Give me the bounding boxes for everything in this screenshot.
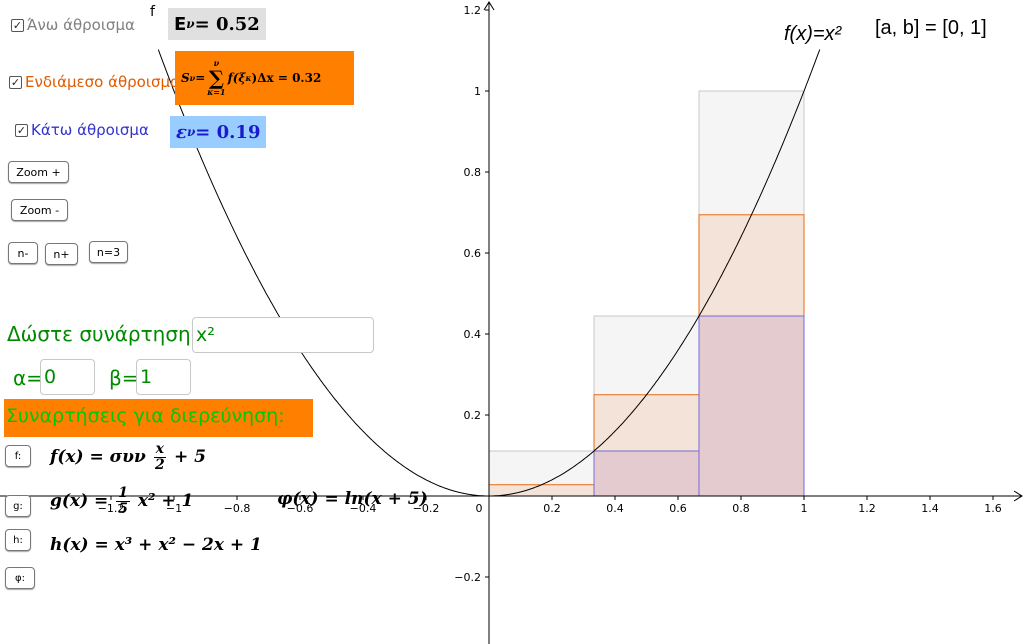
n-minus-button[interactable]: n-: [8, 242, 38, 264]
upper-sum-equals: = 0.52: [194, 13, 260, 35]
h-function-button[interactable]: h:: [5, 529, 31, 551]
curve-equation-label: f(x)=x²: [784, 23, 843, 45]
x-axis-ticks: −1.2 −1 −0.8 −0.6 −0.4 −0.2 0 0.2 0.4 0.6 0.8 1 1.2 1…: [98, 496, 1002, 515]
x-tick-label: −1: [166, 502, 182, 515]
middle-sum-equals: =: [195, 71, 206, 85]
g-formula-rhs: x² + 1: [137, 491, 194, 511]
y-axis-ticks: 1.2 1 0.8 0.6 0.4 0.2 −0.2: [454, 4, 489, 584]
g-fraction-numerator: 1: [116, 485, 130, 502]
sigma-upper-limit: ν: [213, 58, 220, 68]
y-tick-label: 0.8: [464, 166, 482, 179]
middle-sum-rect-2: [593, 394, 700, 497]
f-function-button[interactable]: f:: [5, 445, 31, 467]
x-tick-label: −0.6: [287, 502, 314, 515]
lower-sum-rect-3: [698, 315, 805, 497]
x-tick-label: 1.6: [984, 502, 1002, 515]
lower-sum-checkbox[interactable]: ✓ Κάτω άθροισμα: [15, 121, 149, 139]
function-curve[interactable]: [157, 49, 821, 497]
lower-sum-symbol: ε: [176, 121, 187, 143]
sigma-block: ν ∑ κ=1: [207, 59, 225, 97]
curve-name-label: f: [150, 4, 156, 20]
alpha-input[interactable]: 0: [40, 359, 95, 395]
x-tick-label: 1: [801, 502, 808, 515]
x-tick-label: −0.2: [413, 502, 440, 515]
x-tick-label: 0.6: [669, 502, 687, 515]
y-axis-arrow-icon: [483, 1, 495, 11]
n-plus-button[interactable]: n+: [45, 243, 78, 265]
upper-sum-rectangles: [488, 90, 805, 497]
f-formula-rhs: + 5: [173, 447, 206, 467]
checkbox-check-icon[interactable]: ✓: [15, 123, 28, 137]
upper-sum-rect-3: [698, 90, 805, 497]
interval-label: [a, b] = [0, 1]: [875, 17, 987, 39]
middle-sum-body: f(ξ: [227, 71, 246, 85]
lower-sum-label: Κάτω άθροισμα: [31, 121, 149, 139]
middle-sum-symbol: S: [181, 71, 190, 85]
upper-sum-rect-2: [593, 315, 700, 497]
upper-sum-checkbox[interactable]: ✓ Άνω άθροισμα: [11, 16, 135, 34]
lower-sum-equals: = 0.19: [195, 121, 261, 143]
lower-sum-rectangles: [593, 315, 805, 497]
middle-sum-rect-1: [488, 484, 595, 497]
beta-label: β=: [109, 366, 139, 390]
lower-sum-rect-2: [593, 450, 700, 497]
x-tick-label: 0.4: [606, 502, 624, 515]
y-tick-label: −0.2: [454, 571, 481, 584]
upper-sum-label: Άνω άθροισμα: [27, 16, 135, 34]
upper-sum-subscript: ν: [186, 17, 195, 31]
y-tick-label: 0.4: [464, 328, 482, 341]
phi-function-formula: φ(x) = ln(x + 5): [277, 489, 428, 509]
middle-sum-body-subscript: κ: [245, 73, 252, 83]
zoom-out-button[interactable]: Zoom -: [11, 199, 68, 221]
x-tick-label: 0.2: [543, 502, 561, 515]
x-tick-label: 0: [476, 502, 483, 515]
g-fraction-denominator: 5: [118, 501, 128, 517]
upper-sum-rect-1: [488, 450, 595, 497]
h-function-formula: h(x) = x³ + x² − 2x + 1: [50, 535, 262, 555]
x-axis-arrow-icon: [1013, 490, 1023, 502]
checkbox-check-icon[interactable]: ✓: [11, 18, 24, 32]
g-formula-lhs: g(x) =: [50, 491, 115, 511]
middle-sum-checkbox[interactable]: ✓ Ενδιάμεσο άθροισμα: [9, 73, 180, 91]
y-tick-label: 1: [474, 85, 481, 98]
functions-header: Συναρτήσεις για διερεύνηση:: [4, 399, 313, 437]
f-formula-lhs: f(x) = συν: [50, 447, 146, 467]
x-tick-label: 0.8: [732, 502, 750, 515]
y-tick-label: 1.2: [464, 4, 482, 17]
g-function-button[interactable]: g:: [5, 495, 31, 517]
middle-sum-subscript: ν: [189, 73, 196, 83]
sigma-lower-limit: κ=1: [207, 87, 226, 97]
x-tick-label: 1.2: [858, 502, 876, 515]
phi-function-button[interactable]: φ:: [5, 567, 35, 589]
n-3-button[interactable]: n=3: [89, 241, 128, 263]
sigma-icon: ∑: [208, 66, 224, 90]
x-tick-label: 1.4: [921, 502, 939, 515]
middle-sum-result: )Δx = 0.32: [251, 71, 322, 85]
zoom-in-button[interactable]: Zoom +: [8, 161, 69, 183]
y-tick-label: 0.2: [464, 409, 482, 422]
x-tick-label: −0.8: [224, 502, 251, 515]
checkbox-check-icon[interactable]: ✓: [9, 75, 22, 89]
middle-sum-label: Ενδιάμεσο άθροισμα: [25, 73, 180, 91]
upper-sum-symbol: E: [174, 13, 187, 35]
alpha-label: α=: [13, 366, 43, 390]
f-fraction-numerator: x: [153, 441, 167, 458]
function-input[interactable]: x²: [192, 317, 374, 353]
function-input-label: Δώστε συνάρτηση:: [7, 322, 198, 346]
x-tick-label: −0.4: [350, 502, 377, 515]
x-tick-label: −1.2: [98, 502, 125, 515]
y-tick-label: 0.6: [464, 247, 482, 260]
lower-sum-subscript: ν: [186, 125, 196, 139]
f-fraction-denominator: 2: [154, 457, 165, 473]
beta-input[interactable]: 1: [136, 359, 191, 395]
